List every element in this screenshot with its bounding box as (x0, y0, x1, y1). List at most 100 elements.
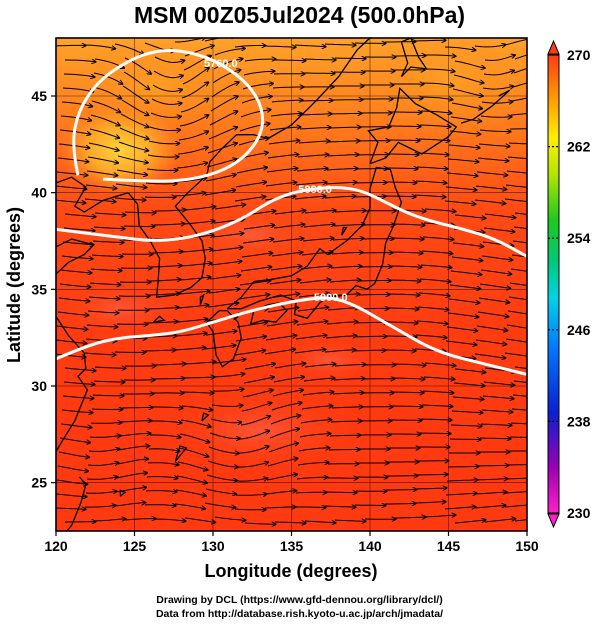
wind-streamline (179, 277, 211, 281)
wind-streamline (144, 350, 176, 351)
wind-streamline (385, 196, 416, 197)
wind-streamline (147, 155, 179, 157)
wind-streamline (424, 515, 456, 517)
wind-streamline (324, 196, 356, 198)
wind-streamline (118, 446, 149, 451)
wind-streamline (511, 97, 527, 102)
wind-streamline (299, 127, 331, 129)
wind-streamline (84, 353, 116, 355)
wind-streamline (475, 339, 506, 344)
wind-streamline (415, 181, 447, 183)
wind-streamline (146, 477, 178, 479)
wind-streamline (424, 362, 456, 366)
wind-streamline (234, 197, 265, 202)
wind-streamline (475, 185, 506, 189)
wind-streamline (514, 519, 527, 522)
wind-streamline (454, 60, 485, 68)
plot-area: 5760.0 5880.0 5900.0 (56, 38, 527, 531)
wind-streamline (178, 131, 208, 141)
x-tick-label: 150 (515, 538, 539, 554)
wind-streamline (211, 82, 239, 98)
gridlines (56, 38, 527, 531)
wind-streamline (175, 489, 206, 496)
wind-streamline (181, 405, 212, 410)
wind-streamline (514, 212, 527, 215)
wind-streamline (244, 523, 276, 524)
wind-streamline (450, 425, 482, 426)
colorbar-tick-label: 246 (567, 322, 591, 338)
wind-streamline (87, 311, 119, 313)
wind-streamline (419, 125, 451, 127)
wind-streamline (114, 503, 145, 507)
x-tick-label: 145 (437, 538, 461, 554)
wind-streamline (504, 198, 527, 203)
wind-streamline (154, 56, 184, 63)
wind-streamline (61, 409, 93, 413)
wind-streamline (298, 294, 329, 298)
coastline-segment (56, 238, 95, 275)
wind-streamline (297, 155, 329, 158)
contour-label: 5760.0 (204, 58, 238, 70)
wind-streamline (205, 488, 236, 494)
wind-streamline (117, 155, 148, 163)
wind-streamline (483, 227, 514, 232)
wind-streamline (416, 320, 448, 324)
wind-streamline (56, 508, 86, 509)
wind-streamline (504, 504, 527, 508)
wind-streamline (176, 475, 207, 483)
wind-streamline (301, 100, 333, 101)
wind-streamline (296, 477, 328, 479)
wind-streamline (419, 433, 451, 434)
wind-streamline (122, 85, 149, 103)
wind-streamline (482, 86, 513, 90)
wind-streamline (414, 502, 446, 503)
wind-streamline (234, 46, 266, 48)
colorbar-ticks: 270 262 254 246 238 230 (548, 47, 591, 521)
wind-streamline (386, 182, 417, 183)
wind-streamline (446, 326, 477, 331)
wind-streamline (90, 114, 120, 125)
wind-streamline (448, 298, 479, 303)
wind-streamline (210, 261, 241, 266)
wind-streamline (91, 409, 123, 410)
wind-streamline (273, 377, 304, 383)
wind-streamline (124, 212, 156, 213)
wind-streamline (151, 98, 182, 104)
wind-streamline (116, 473, 147, 479)
wind-streamline (417, 306, 449, 310)
wind-streamline (268, 294, 299, 299)
wind-streamline (450, 116, 481, 121)
wind-streamline (480, 116, 512, 117)
coastline-segment (367, 86, 458, 165)
wind-streamline (56, 171, 87, 175)
wind-streamline (65, 522, 96, 523)
colorbar-tick-label: 270 (567, 47, 591, 63)
wind-streamline (509, 436, 527, 438)
wind-streamline (152, 84, 182, 91)
wind-streamline (508, 296, 527, 301)
wind-streamline (180, 263, 212, 267)
wind-streamline (300, 266, 331, 270)
wind-streamline (56, 493, 87, 497)
wind-streamline (210, 96, 238, 112)
wind-streamline (475, 492, 507, 494)
y-tick-label: 35 (31, 281, 47, 297)
coastline-segment (127, 147, 223, 298)
wind-streamline (63, 227, 95, 231)
wind-streamline (144, 505, 176, 506)
wind-streamline (89, 436, 121, 438)
wind-streamline (324, 506, 356, 507)
wind-streamline (332, 393, 364, 394)
wind-streamline (238, 462, 268, 468)
wind-streamline (179, 433, 209, 442)
wind-streamline (271, 100, 303, 102)
wind-streamline (390, 126, 421, 127)
wind-streamline (177, 461, 208, 470)
wind-streamline (212, 70, 240, 84)
wind-streamline (174, 193, 205, 197)
wind-streamline (328, 450, 360, 451)
wind-streamline (304, 210, 336, 214)
wind-streamline (420, 111, 452, 113)
wind-streamline (299, 434, 330, 438)
wind-streamline (114, 198, 146, 200)
